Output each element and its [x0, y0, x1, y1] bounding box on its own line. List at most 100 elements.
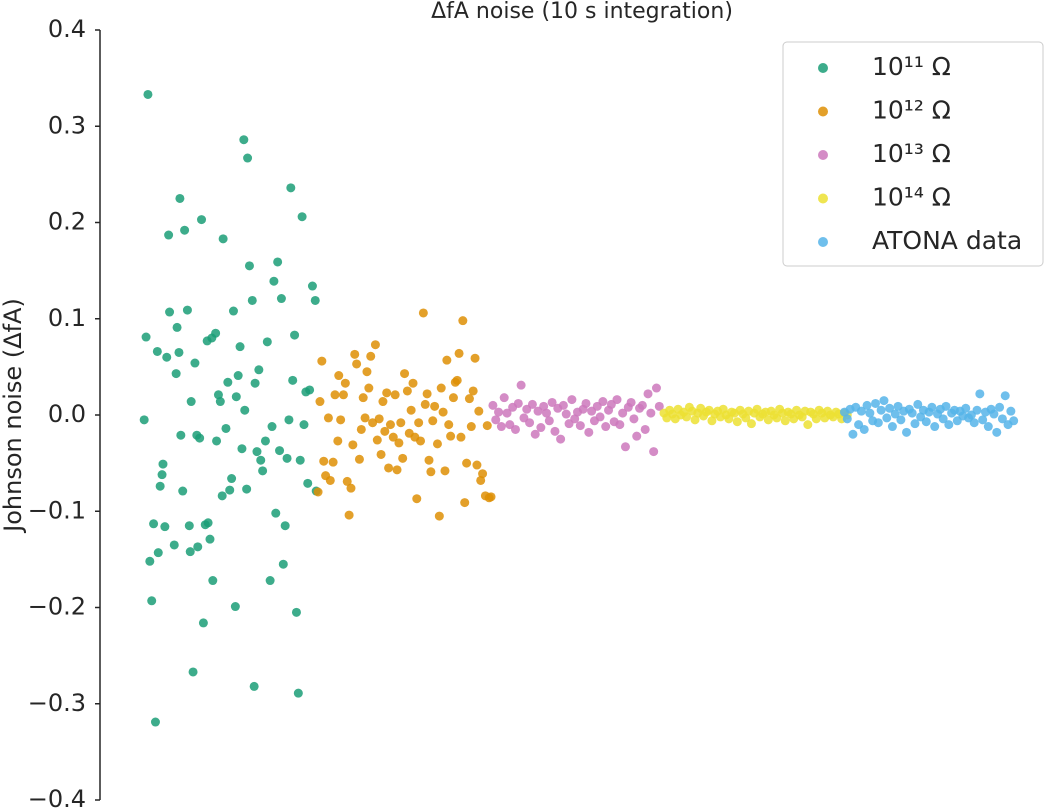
point	[164, 230, 174, 240]
point	[342, 476, 352, 486]
point	[780, 416, 790, 426]
point	[1000, 391, 1010, 401]
point	[426, 467, 436, 477]
y-tick-label: 0.2	[48, 208, 86, 236]
point	[273, 257, 283, 267]
point	[452, 375, 462, 385]
legend-label: 10¹³ Ω	[872, 139, 951, 168]
legend-box	[782, 41, 1044, 267]
point	[267, 422, 277, 432]
point	[352, 359, 362, 369]
point	[392, 465, 402, 475]
point	[595, 412, 605, 422]
point	[811, 414, 821, 424]
point	[499, 393, 509, 403]
point	[244, 261, 254, 271]
point	[340, 378, 350, 388]
point	[262, 337, 272, 347]
point	[325, 475, 335, 485]
series	[488, 380, 664, 457]
point	[620, 442, 630, 452]
point	[380, 426, 390, 436]
point	[478, 469, 488, 479]
point	[882, 413, 892, 423]
point	[372, 435, 382, 445]
point	[434, 511, 444, 521]
point	[193, 542, 203, 552]
point	[414, 418, 424, 428]
point	[491, 415, 501, 425]
point	[307, 281, 317, 291]
point	[468, 386, 478, 396]
point	[466, 422, 476, 432]
point	[992, 427, 1002, 437]
point	[197, 215, 207, 225]
point	[402, 386, 412, 396]
point	[249, 681, 259, 691]
point	[364, 383, 374, 393]
point	[462, 458, 472, 468]
point	[162, 352, 172, 362]
point	[510, 424, 520, 434]
point	[575, 421, 585, 431]
point	[310, 295, 320, 305]
point	[536, 423, 546, 433]
series	[659, 402, 852, 430]
point	[969, 418, 979, 428]
point	[239, 135, 249, 145]
point	[243, 153, 253, 163]
point	[496, 422, 506, 432]
point	[336, 415, 346, 425]
point	[927, 402, 937, 412]
point	[424, 455, 434, 465]
point	[474, 406, 484, 416]
point	[921, 417, 931, 427]
point	[682, 412, 692, 422]
point	[212, 436, 222, 446]
point	[651, 383, 661, 393]
point	[556, 434, 566, 444]
point	[188, 667, 198, 677]
point	[323, 413, 333, 423]
legend-label: 10¹¹ Ω	[872, 52, 951, 81]
point	[871, 398, 880, 408]
point	[382, 388, 392, 398]
point	[618, 408, 628, 418]
point	[256, 455, 266, 465]
point	[184, 521, 194, 531]
point	[601, 422, 611, 432]
point	[297, 212, 307, 222]
legend-label: 10¹² Ω	[872, 96, 951, 125]
point	[464, 394, 474, 404]
point	[997, 414, 1007, 424]
point	[907, 408, 917, 418]
point	[879, 396, 889, 406]
point	[444, 420, 454, 430]
point	[470, 353, 480, 363]
point	[472, 460, 482, 470]
point	[215, 397, 225, 407]
point	[430, 401, 440, 411]
point	[276, 294, 286, 304]
point	[865, 408, 875, 418]
point	[182, 305, 192, 315]
point	[333, 436, 343, 446]
point	[612, 395, 622, 405]
legend-marker	[818, 193, 828, 204]
point	[190, 358, 200, 368]
y-tick-label: −0.2	[28, 593, 86, 621]
point	[278, 559, 288, 569]
point	[513, 398, 523, 408]
series	[839, 389, 1019, 439]
point	[198, 618, 208, 628]
point	[910, 419, 920, 429]
point	[139, 415, 149, 425]
point	[252, 447, 262, 457]
point	[646, 408, 656, 418]
point	[412, 494, 422, 504]
point	[972, 405, 982, 415]
point	[454, 348, 464, 358]
y-tick-label: −0.4	[28, 785, 86, 809]
point	[282, 453, 292, 463]
point	[237, 444, 247, 454]
